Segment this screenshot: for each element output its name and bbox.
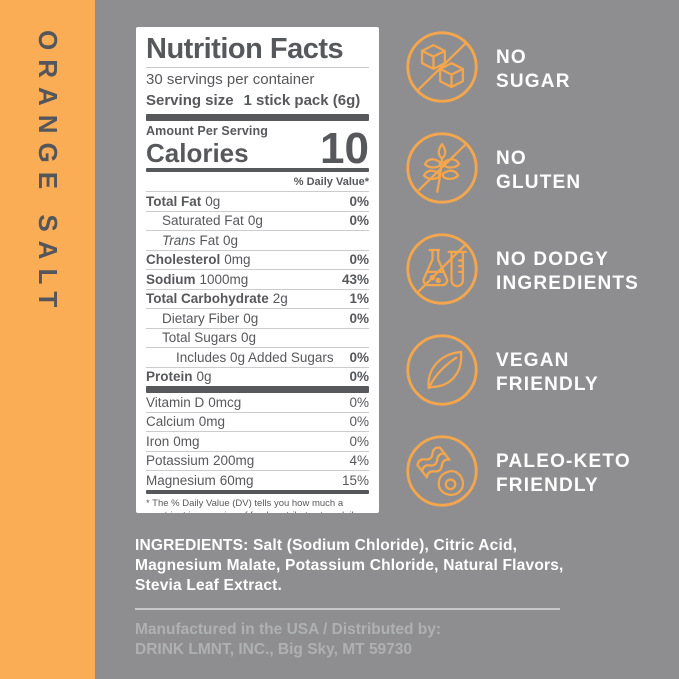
nutrient-row-vitamin-d: Vitamin D 0mcg 0%	[146, 394, 369, 410]
thick-rule	[146, 114, 369, 122]
thick-rule	[146, 386, 369, 394]
distribution-text: Manufactured in the USA / Distributed by…	[135, 621, 441, 659]
calories-value: 10	[320, 124, 369, 173]
badge-label: NO GLUTEN	[496, 148, 582, 193]
serving-size: Serving size 1 stick pack (6g)	[146, 92, 369, 109]
nutrition-title: Nutrition Facts	[146, 33, 344, 65]
footer-divider	[135, 608, 560, 610]
badge-label: VEGAN FRIENDLY	[496, 350, 599, 395]
nutrient-row-calcium: Calcium 0mg 0%	[146, 411, 369, 432]
nutrient-row-potassium: Potassium 200mg 4%	[146, 450, 369, 471]
serving-size-value: 1 stick pack (6g)	[243, 92, 361, 110]
nutrient-row-magnesium: Magnesium 60mg 15%	[146, 470, 369, 490]
amount-per-serving-label: Amount Per Serving	[146, 124, 268, 139]
nutrient-row-cholesterol: Cholesterol 0mg 0%	[146, 249, 369, 270]
badge-paleo-keto-friendly: PALEO-KETO FRIENDLY	[404, 433, 639, 509]
badge-vegan-friendly: VEGAN FRIENDLY	[404, 332, 639, 408]
no-gluten-icon	[406, 132, 478, 204]
nutrient-row-added-sugars: Includes 0g Added Sugars 0%	[146, 347, 369, 367]
serving-size-label: Serving size	[146, 92, 234, 110]
flavor-band: ORANGE SALT	[0, 0, 95, 679]
ingredients-label: INGREDIENTS:	[135, 537, 249, 554]
nutrient-row-protein: Protein 0g 0%	[146, 366, 369, 387]
badge-no-dodgy-ingredients: NO DODGY INGREDIENTS	[404, 231, 639, 307]
calories-label: Calories	[146, 138, 249, 169]
calories-block: Amount Per Serving Calories 10	[146, 121, 369, 173]
no-dodgy-ingredients-icon	[406, 233, 478, 305]
no-sugar-icon	[406, 31, 478, 103]
paleo-keto-friendly-icon	[406, 435, 478, 507]
nutrient-row-saturated-fat: Saturated Fat 0g 0%	[146, 210, 369, 231]
daily-value-header: % Daily Value*	[293, 176, 369, 189]
nutrient-row-dietary-fiber: Dietary Fiber 0g 0%	[146, 308, 369, 328]
feature-badges: NO SUGAR NO GLUTEN	[404, 29, 639, 509]
badge-label: NO DODGY INGREDIENTS	[496, 249, 640, 294]
daily-value-footnote: * The % Daily Value (DV) tells you how m…	[146, 497, 358, 513]
vegan-friendly-icon	[406, 334, 478, 406]
medium-rule	[146, 489, 369, 494]
nutrient-row-sodium: Sodium 1000mg 43%	[146, 269, 369, 289]
nutrient-row-total-carbohydrate: Total Carbohydrate 2g 1%	[146, 288, 369, 309]
badge-no-gluten: NO GLUTEN	[404, 130, 639, 206]
nutrient-row-iron: Iron 0mg 0%	[146, 431, 369, 451]
badge-no-sugar: NO SUGAR	[404, 29, 639, 105]
nutrient-row-total-fat: Total Fat 0g 0%	[146, 191, 369, 211]
nutrition-facts-label: Nutrition Facts 30 servings per containe…	[136, 27, 379, 513]
flavor-name: ORANGE SALT	[33, 30, 63, 317]
ingredients-text: INGREDIENTS: Salt (Sodium Chloride), Cit…	[135, 537, 564, 595]
nutrient-row-trans-fat: Trans Fat 0g	[146, 230, 369, 250]
badge-label: PALEO-KETO FRIENDLY	[496, 451, 631, 496]
servings-per-container: 30 servings per container	[146, 71, 315, 89]
badge-label: NO SUGAR	[496, 47, 571, 92]
divider	[146, 67, 369, 69]
medium-rule	[146, 168, 369, 173]
nutrient-row-total-sugars: Total Sugars 0g	[146, 327, 369, 348]
